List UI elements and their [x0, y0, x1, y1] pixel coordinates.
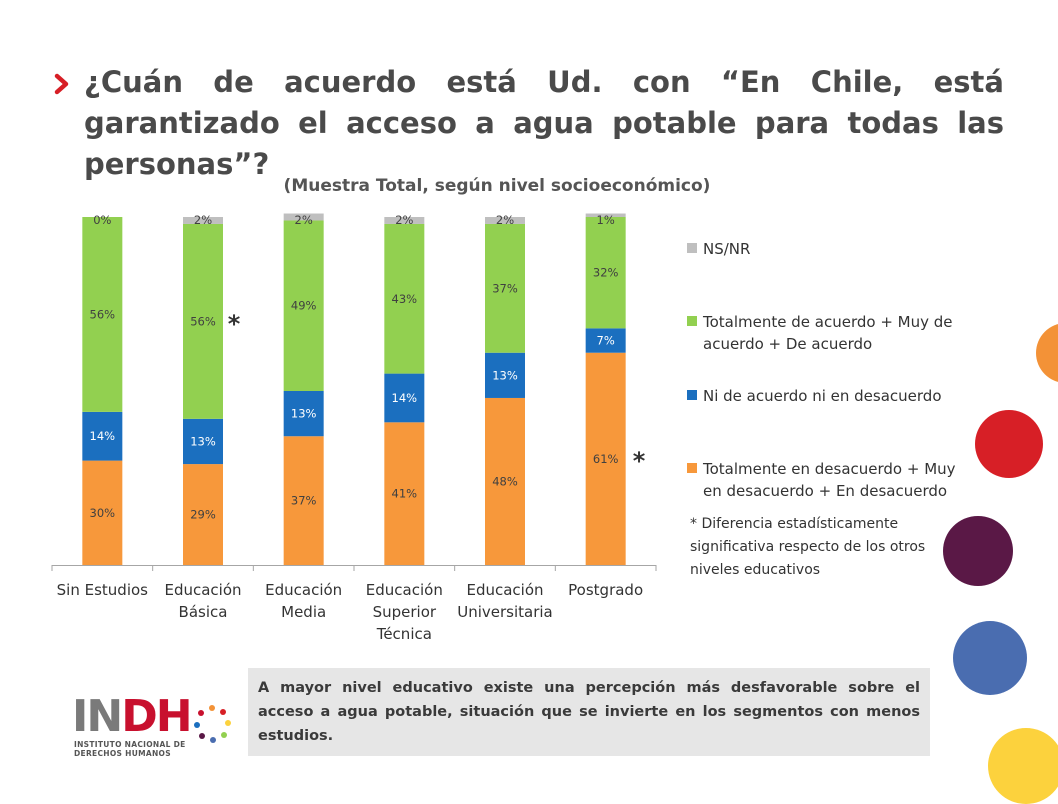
- x-tick-label: Postgrado: [568, 581, 643, 599]
- data-label: 1%: [597, 213, 615, 227]
- logo-wordmark: INDH: [72, 691, 193, 742]
- bar-segment: [183, 418, 223, 465]
- significance-marker: *: [633, 447, 646, 475]
- x-tick-label: Superior: [373, 603, 437, 621]
- data-label: 2%: [295, 213, 313, 227]
- data-label: 37%: [291, 494, 317, 508]
- legend-swatch-acuerdo: [687, 316, 697, 326]
- x-tick-label: Educación: [164, 581, 241, 599]
- data-label: 14%: [392, 391, 418, 405]
- legend-label-nsnr: NS/NR: [703, 240, 751, 258]
- bar-segment: [485, 223, 525, 353]
- data-label: 37%: [492, 281, 518, 295]
- legend-label-desacuerdo: Totalmente en desacuerdo + Muy en desacu…: [703, 460, 956, 500]
- slide-title: ¿Cuán de acuerdo está Ud. con “En Chile,…: [84, 65, 1004, 181]
- bar-segment: [384, 422, 425, 565]
- data-label: 43%: [392, 292, 418, 306]
- bar-segment: [82, 411, 123, 461]
- bar-segment: [183, 464, 223, 565]
- bar-segment: [485, 397, 525, 565]
- decor-circle-purple: [943, 516, 1013, 586]
- bar-segment: [384, 223, 425, 374]
- chevron-right-icon: [54, 73, 69, 95]
- x-tick-label: Educación: [265, 581, 342, 599]
- data-label: 13%: [291, 407, 317, 421]
- bar-segment: [384, 373, 425, 423]
- significance-footnote: * Diferencia estadísticamente significat…: [690, 516, 926, 578]
- decor-circle-red: [975, 410, 1043, 478]
- data-label: 14%: [90, 429, 116, 443]
- legend-label-acuerdo: Totalmente de acuerdo + Muy de acuerdo +…: [703, 313, 953, 353]
- decor-circle-yellow: [988, 728, 1058, 804]
- conclusion-box: A mayor nivel educativo existe una perce…: [248, 668, 930, 756]
- data-label: 48%: [492, 474, 518, 488]
- legend-swatch-desacuerdo: [687, 463, 697, 473]
- data-label: 0%: [93, 213, 111, 227]
- bar-segment: [183, 223, 223, 419]
- bar-segment: [585, 328, 626, 353]
- significance-marker: *: [228, 310, 241, 338]
- data-label: 2%: [194, 213, 212, 227]
- data-label: 56%: [190, 314, 216, 328]
- bar-segment: [283, 436, 324, 565]
- x-tick-label: Educación: [466, 581, 543, 599]
- x-tick-label: Media: [281, 603, 326, 621]
- decor-circle-blue: [953, 621, 1027, 695]
- decor-circle-orange: [1036, 323, 1058, 383]
- chart-subtitle: (Muestra Total, según nivel socioeconómi…: [283, 176, 711, 196]
- bar-segment: [485, 217, 525, 224]
- bar-segment: [82, 217, 123, 412]
- data-label: 7%: [597, 334, 615, 348]
- bar-segment: [283, 391, 324, 437]
- bar-segment: [82, 460, 123, 565]
- data-label: 32%: [593, 266, 619, 280]
- legend-item-desacuerdo: Totalmente en desacuerdo + Muy en desacu…: [687, 458, 973, 502]
- bar-segment: [283, 220, 324, 391]
- indh-logo: INDH INSTITUTO NACIONAL DE DERECHOS HUMA…: [72, 694, 232, 760]
- x-tick-label: Educación: [366, 581, 443, 599]
- bar-segment: [283, 213, 324, 221]
- conclusion-text: A mayor nivel educativo existe una perce…: [258, 680, 920, 744]
- data-label: 13%: [190, 434, 216, 448]
- data-label: 29%: [190, 508, 216, 522]
- legend-item-nsnr: NS/NR: [687, 238, 973, 260]
- logo-dots-icon: [194, 705, 231, 743]
- bar-segment: [585, 213, 626, 217]
- legend-swatch-nsnr: [687, 243, 697, 253]
- data-label: 61%: [593, 452, 619, 466]
- data-label: 13%: [492, 368, 518, 382]
- bar-segment: [585, 217, 626, 329]
- bar-segment: [183, 217, 223, 224]
- legend-label-neutral: Ni de acuerdo ni en desacuerdo: [703, 387, 942, 405]
- data-label: 2%: [496, 213, 514, 227]
- legend-item-neutral: Ni de acuerdo ni en desacuerdo: [687, 385, 973, 407]
- bar-segment: [585, 352, 626, 565]
- bar-segment: [485, 352, 525, 398]
- data-label: 49%: [291, 299, 317, 313]
- data-label: 30%: [90, 506, 116, 520]
- legend-item-acuerdo: Totalmente de acuerdo + Muy de acuerdo +…: [687, 311, 973, 355]
- bar-segment: [384, 217, 425, 224]
- data-label: 2%: [395, 213, 413, 227]
- legend-swatch-neutral: [687, 390, 697, 400]
- logo-subtitle: INSTITUTO NACIONAL DE DERECHOS HUMANOS: [74, 740, 186, 758]
- x-tick-label: Sin Estudios: [57, 581, 149, 599]
- x-tick-label: Básica: [179, 603, 228, 621]
- x-tick-label: Técnica: [376, 625, 432, 643]
- data-label: 56%: [90, 307, 116, 321]
- data-label: 41%: [392, 487, 418, 501]
- x-tick-label: Universitaria: [457, 603, 553, 621]
